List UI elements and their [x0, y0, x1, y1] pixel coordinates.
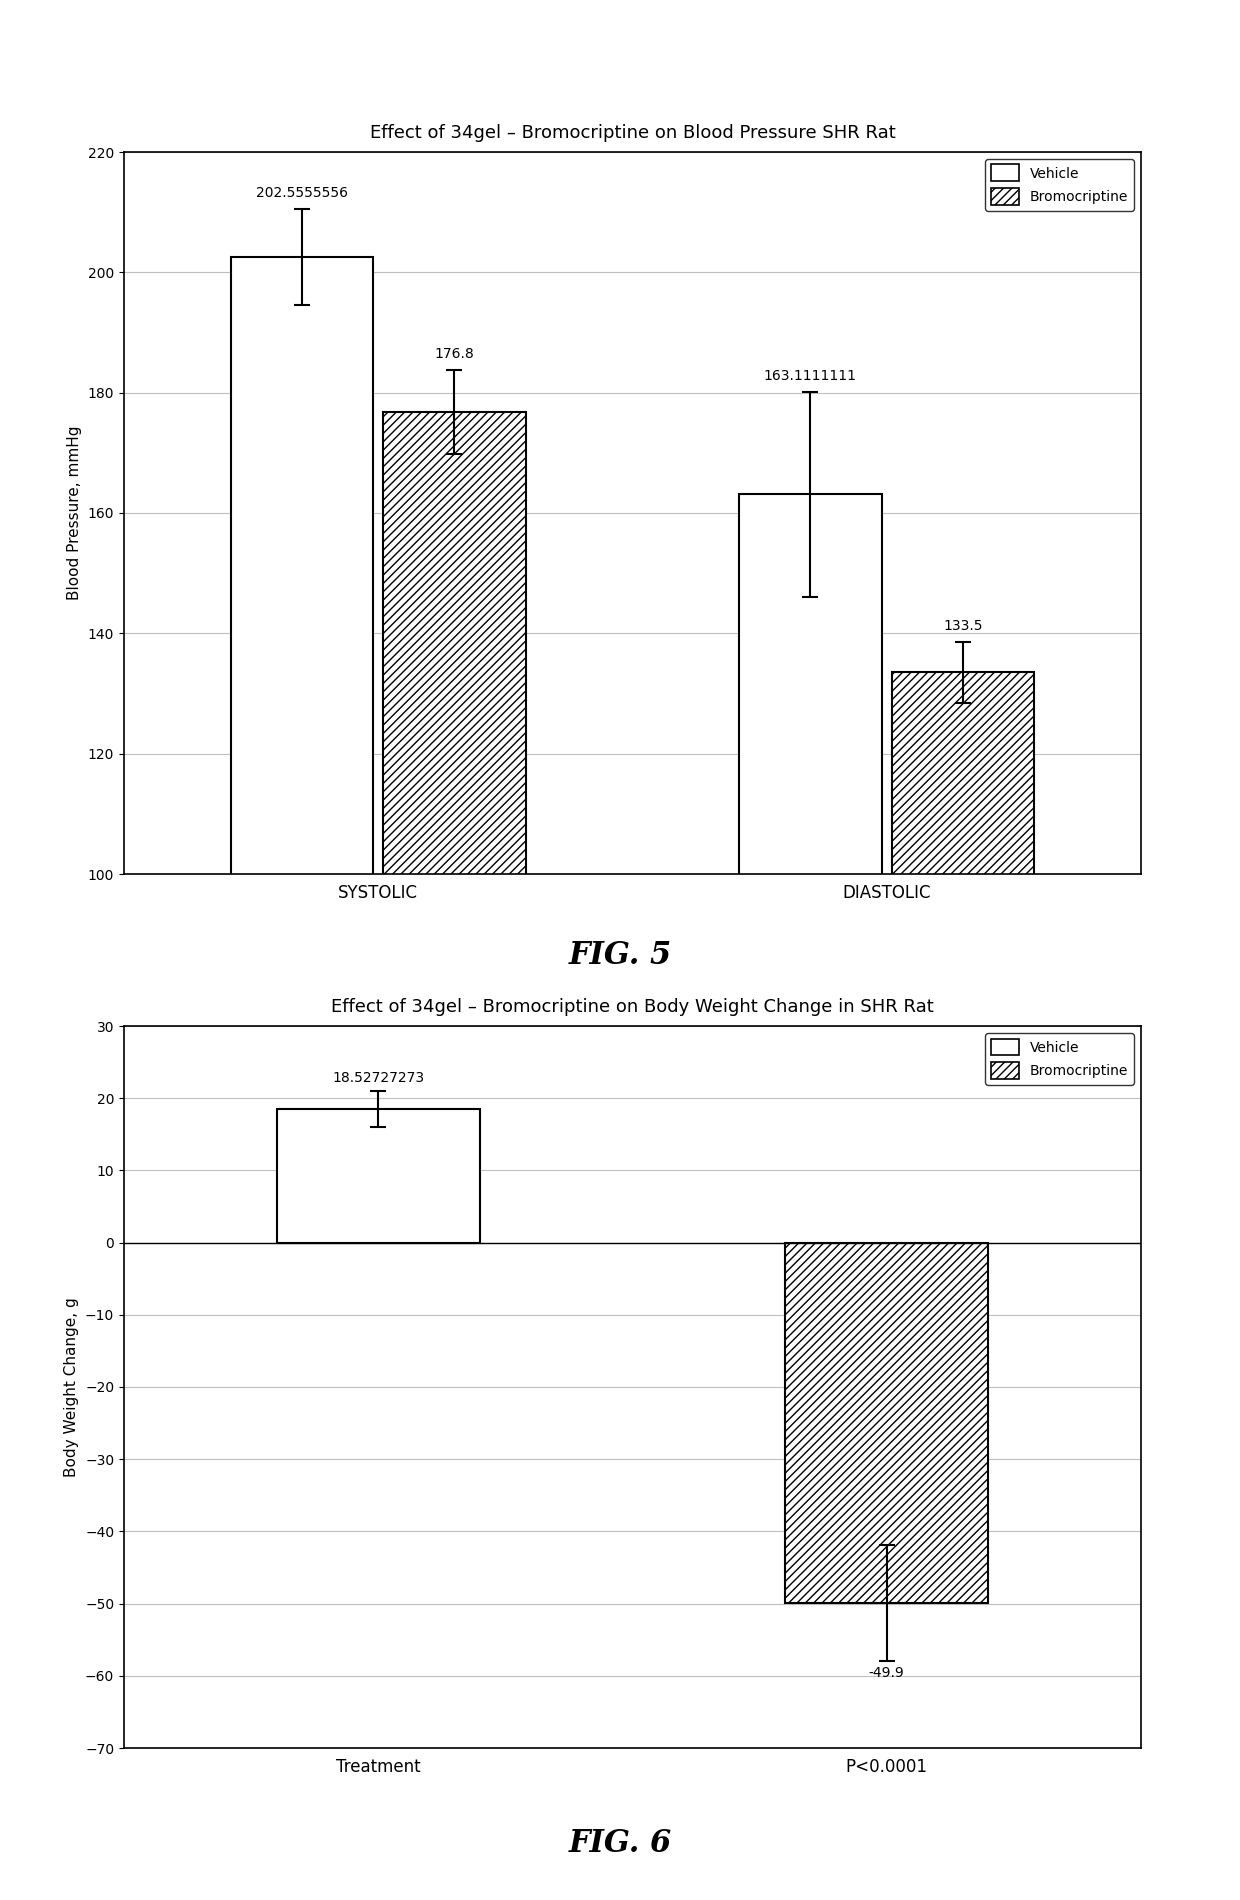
Text: -49.9: -49.9 [869, 1666, 904, 1680]
Bar [383, 412, 526, 1476]
Text: 202.5555556: 202.5555556 [255, 186, 348, 200]
Text: 163.1111111: 163.1111111 [764, 369, 857, 384]
Text: 176.8: 176.8 [434, 348, 475, 361]
Y-axis label: Body Weight Change, g: Body Weight Change, g [64, 1298, 79, 1476]
Bar [231, 256, 373, 1476]
Text: FIG. 6: FIG. 6 [568, 1828, 672, 1858]
Bar [739, 494, 882, 1476]
Bar [785, 1243, 988, 1604]
Legend: Vehicle, Bromocriptine: Vehicle, Bromocriptine [986, 1034, 1133, 1085]
Legend: Vehicle, Bromocriptine: Vehicle, Bromocriptine [986, 160, 1133, 211]
Y-axis label: Blood Pressure, mmHg: Blood Pressure, mmHg [67, 426, 82, 600]
Bar [892, 673, 1034, 1476]
Text: 18.52727273: 18.52727273 [332, 1072, 424, 1085]
Bar [277, 1110, 480, 1243]
Text: 133.5: 133.5 [944, 619, 982, 633]
Title: Effect of 34gel – Bromocriptine on Blood Pressure SHR Rat: Effect of 34gel – Bromocriptine on Blood… [370, 124, 895, 142]
Title: Effect of 34gel – Bromocriptine on Body Weight Change in SHR Rat: Effect of 34gel – Bromocriptine on Body … [331, 998, 934, 1016]
Text: FIG. 5: FIG. 5 [568, 940, 672, 971]
